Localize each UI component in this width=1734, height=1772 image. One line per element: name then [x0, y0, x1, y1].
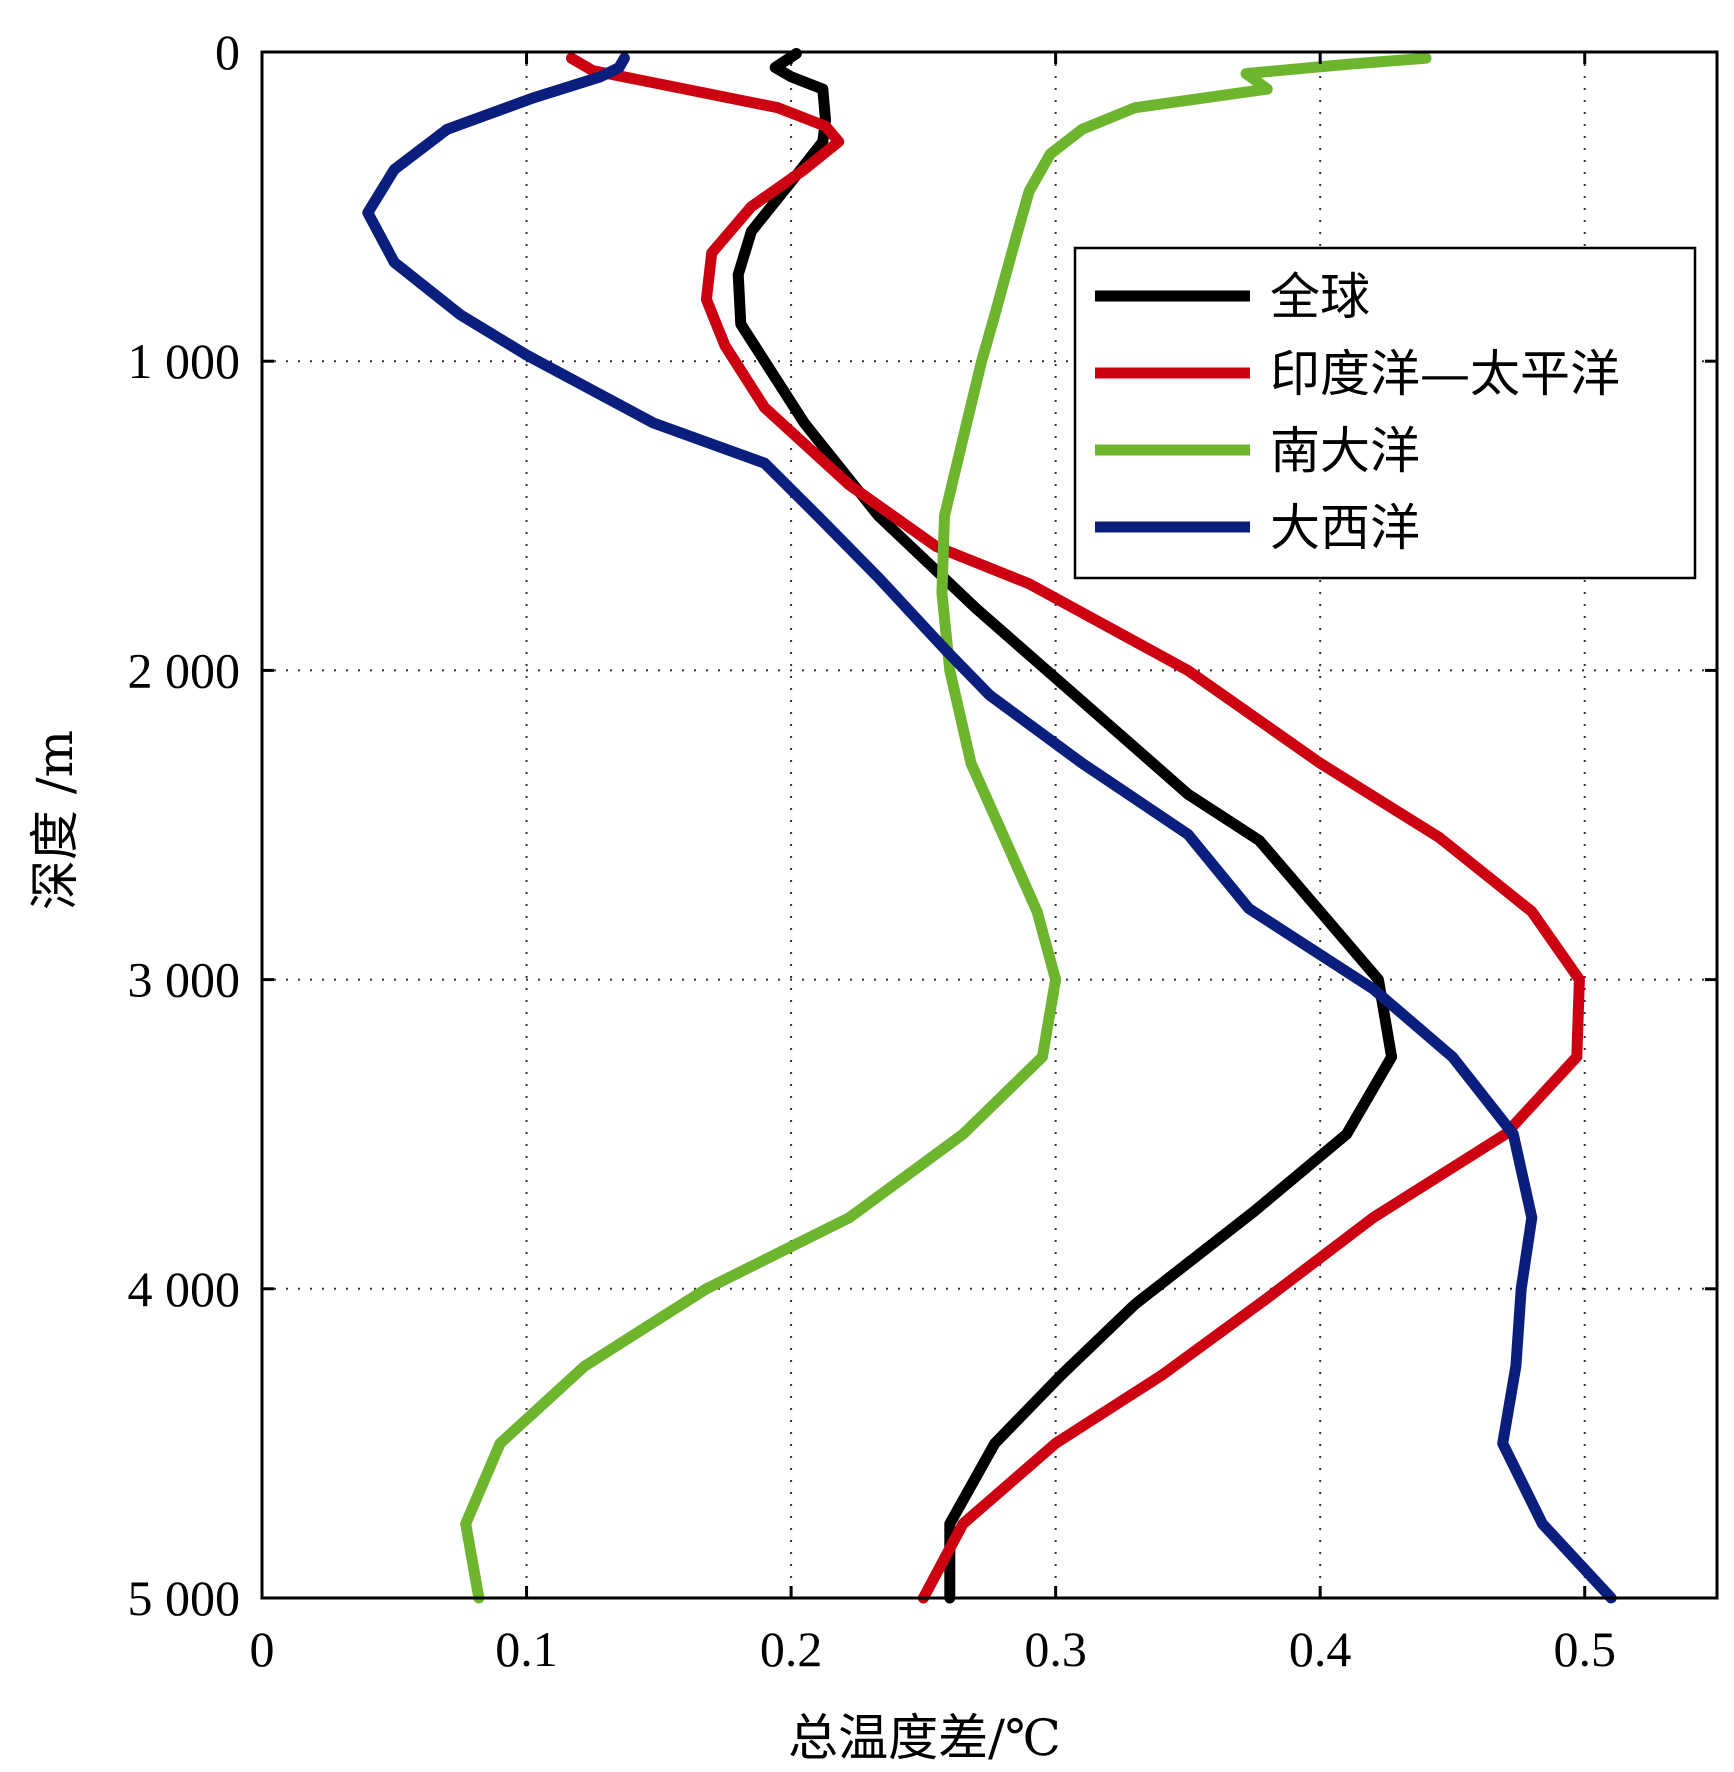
series-line-1 — [566, 52, 1585, 1604]
series-layer — [362, 48, 1617, 1604]
x-axis-label: 总温度差/℃ — [788, 1709, 1061, 1767]
legend-box — [1073, 246, 1697, 580]
plot-frame — [260, 50, 1719, 1600]
y-tick-label: 2 000 — [128, 642, 241, 698]
x-tick-label: 0.3 — [1024, 1621, 1087, 1677]
legend-label: 南大洋 — [1270, 422, 1420, 480]
x-tick-label: 0.2 — [760, 1621, 823, 1677]
x-tick-label: 0.1 — [495, 1621, 558, 1677]
y-tick-label: 0 — [215, 24, 240, 80]
series-line-3 — [362, 52, 1617, 1604]
series-line-2 — [460, 52, 1432, 1604]
x-tick-label: 0.5 — [1553, 1621, 1616, 1677]
y-tick-label: 3 000 — [128, 952, 241, 1008]
tick-layer: 0 0.1 0.2 0.3 0.4 0.5 0 1 000 2 000 3 000 4 000 5 0… — [128, 24, 1717, 1677]
y-tick-label: 5 000 — [128, 1570, 241, 1626]
legend-label: 印度洋—太平洋 — [1270, 345, 1620, 403]
y-axis-label: 深度 /m — [26, 730, 84, 910]
x-tick-label: 0.4 — [1289, 1621, 1352, 1677]
legend-label: 大西洋 — [1270, 499, 1420, 557]
y-tick-label: 1 000 — [128, 333, 241, 389]
legend-label: 全球 — [1270, 268, 1370, 326]
x-tick-label: 0 — [250, 1621, 275, 1677]
y-tick-label: 4 000 — [128, 1261, 241, 1317]
